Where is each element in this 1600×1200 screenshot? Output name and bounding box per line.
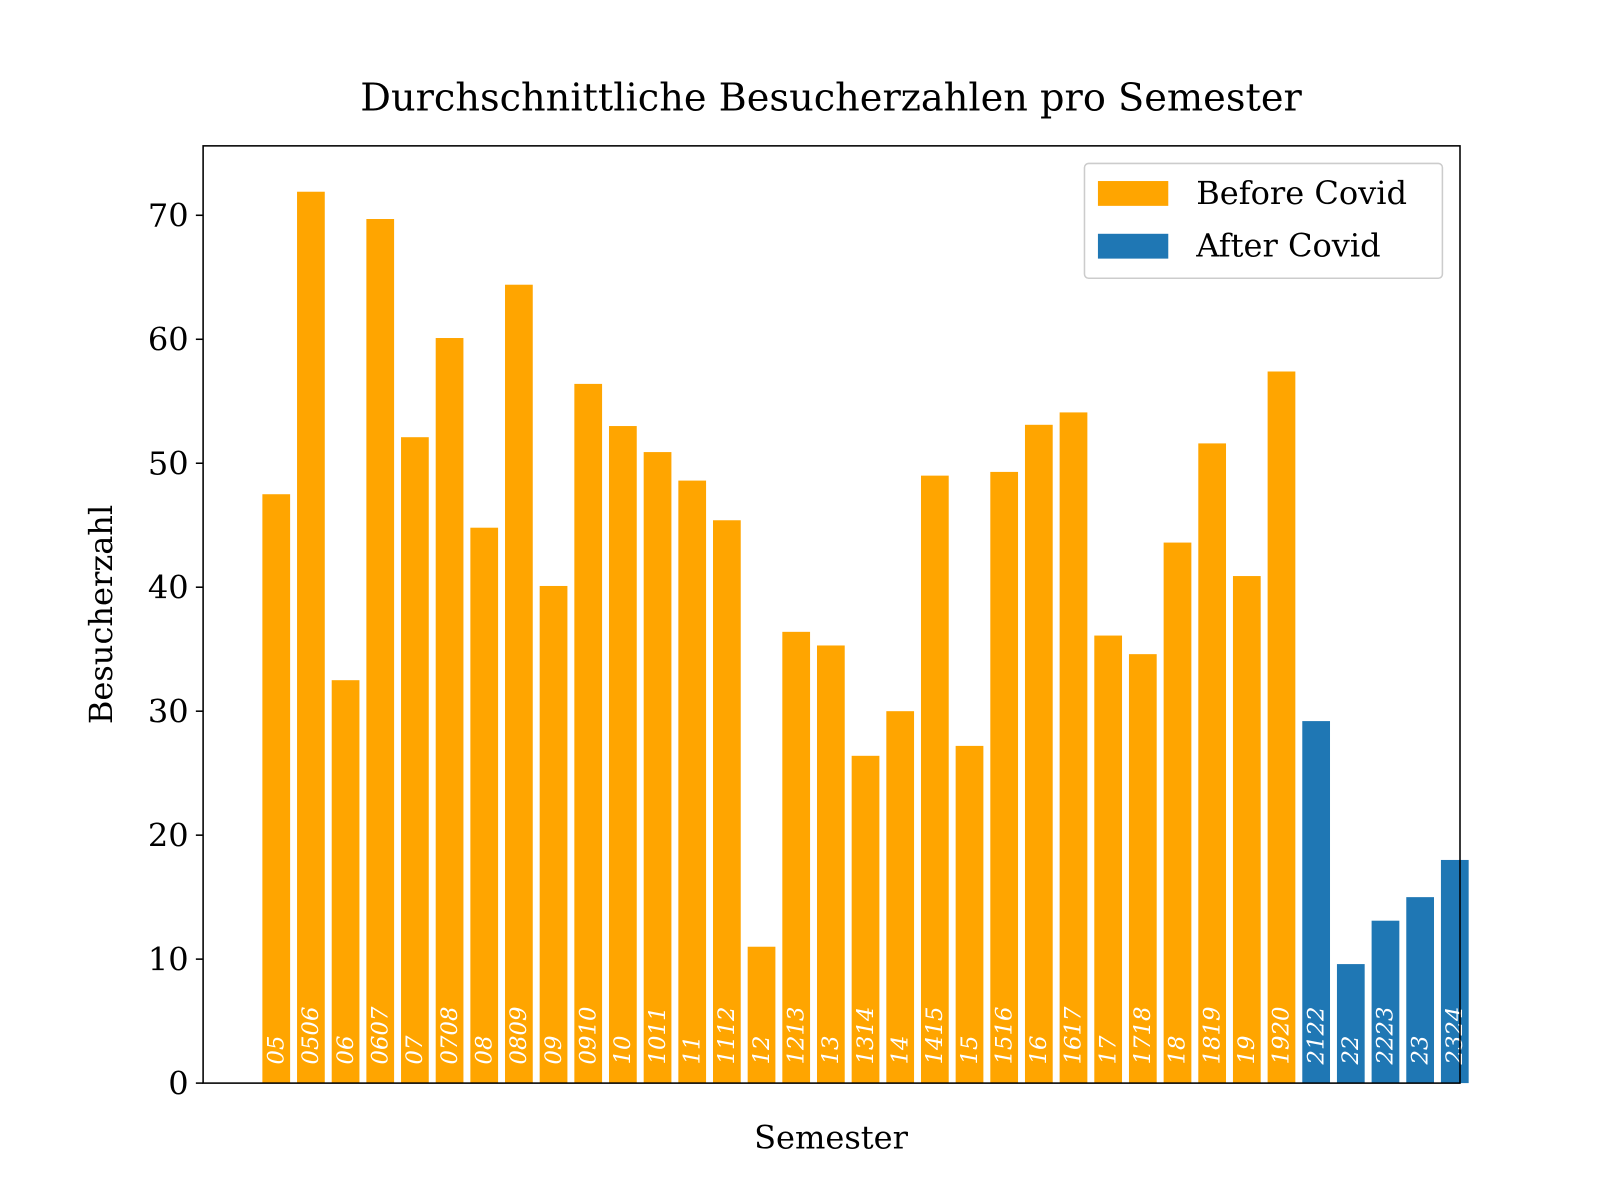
category-label: 2324 (1442, 1007, 1468, 1066)
bar (1440, 859, 1469, 1084)
category-label: 2122 (1303, 1007, 1329, 1066)
bar (1406, 897, 1435, 1084)
chart-title: Durchschnittliche Besucherzahlen pro Sem… (360, 76, 1302, 121)
legend-label: Before Covid (1196, 174, 1407, 212)
bar (643, 452, 672, 1084)
legend-swatch (1097, 233, 1169, 259)
bar (401, 437, 429, 1084)
category-label: 15 (957, 1036, 983, 1065)
legend-label: After Covid (1195, 227, 1380, 265)
bar (1094, 635, 1123, 1084)
category-label: 07 (402, 1035, 428, 1064)
bar (1059, 412, 1088, 1084)
bar (713, 520, 741, 1084)
bar (435, 338, 464, 1084)
y-tick-label: 30 (148, 693, 189, 731)
bar (955, 745, 984, 1084)
category-label: 0506 (298, 1007, 324, 1065)
category-label: 19 (1234, 1036, 1260, 1065)
legend-swatch (1097, 181, 1169, 206)
bar (747, 946, 776, 1084)
bar (366, 219, 395, 1084)
category-label: 06 (333, 1036, 359, 1065)
category-label: 1415 (922, 1007, 948, 1065)
category-label: 1112 (714, 1007, 740, 1065)
bar (331, 680, 360, 1084)
bar (1371, 920, 1400, 1084)
category-label: 16 (1026, 1036, 1052, 1065)
bar (1232, 576, 1261, 1084)
category-label: 08 (471, 1036, 497, 1065)
bar (505, 284, 533, 1084)
bar (539, 585, 568, 1084)
y-tick-label: 10 (148, 941, 189, 979)
category-label: 09 (541, 1036, 567, 1065)
category-label: 1819 (1199, 1007, 1225, 1065)
bar (851, 755, 880, 1084)
bar (574, 383, 603, 1084)
bar (1163, 542, 1192, 1084)
category-label: 1617 (1061, 1006, 1087, 1064)
category-label: 17 (1095, 1035, 1121, 1064)
y-tick-label: 50 (148, 445, 189, 483)
category-label: 1314 (853, 1007, 879, 1065)
category-label: 1213 (783, 1007, 809, 1065)
bar (262, 494, 291, 1084)
bar (1198, 443, 1227, 1084)
bar (990, 471, 1019, 1084)
bar (297, 191, 325, 1084)
category-label: 22 (1338, 1036, 1364, 1066)
category-label: 0910 (575, 1007, 601, 1065)
y-axis-label: Besucherzahl (82, 505, 120, 724)
y-tick-label: 20 (148, 817, 189, 855)
bar (920, 475, 949, 1084)
bar (816, 645, 845, 1084)
y-tick-label: 70 (148, 197, 189, 235)
category-label: 0809 (506, 1007, 532, 1065)
y-tick-label: 0 (168, 1064, 188, 1102)
bar (609, 426, 637, 1084)
category-label: 12 (749, 1036, 775, 1065)
bar (886, 711, 915, 1084)
bar (1128, 654, 1157, 1084)
category-label: 1516 (991, 1007, 1017, 1065)
category-label: 1920 (1269, 1007, 1295, 1065)
bar (470, 527, 499, 1084)
category-label: 11 (679, 1036, 705, 1065)
bar (678, 480, 707, 1084)
category-label: 1718 (1130, 1007, 1156, 1065)
category-label: 23 (1407, 1036, 1433, 1066)
x-axis-label: Semester (754, 1118, 909, 1156)
category-label: 1011 (645, 1007, 671, 1065)
category-label: 14 (887, 1036, 913, 1065)
legend-box (1083, 162, 1444, 280)
bar (1302, 721, 1331, 1084)
y-tick-label: 60 (148, 321, 189, 359)
category-label: 2223 (1373, 1007, 1399, 1066)
bar (1267, 371, 1296, 1084)
bar (782, 631, 811, 1084)
plot-frame (202, 145, 1461, 1084)
category-label: 10 (610, 1036, 636, 1065)
bar (1024, 424, 1053, 1084)
category-label: 18 (1165, 1036, 1191, 1065)
category-label: 0607 (367, 1006, 393, 1064)
category-label: 05 (263, 1036, 289, 1065)
bar (1336, 964, 1365, 1084)
y-tick-label: 40 (148, 569, 189, 607)
category-label: 0708 (437, 1007, 463, 1065)
category-label: 13 (818, 1036, 844, 1065)
